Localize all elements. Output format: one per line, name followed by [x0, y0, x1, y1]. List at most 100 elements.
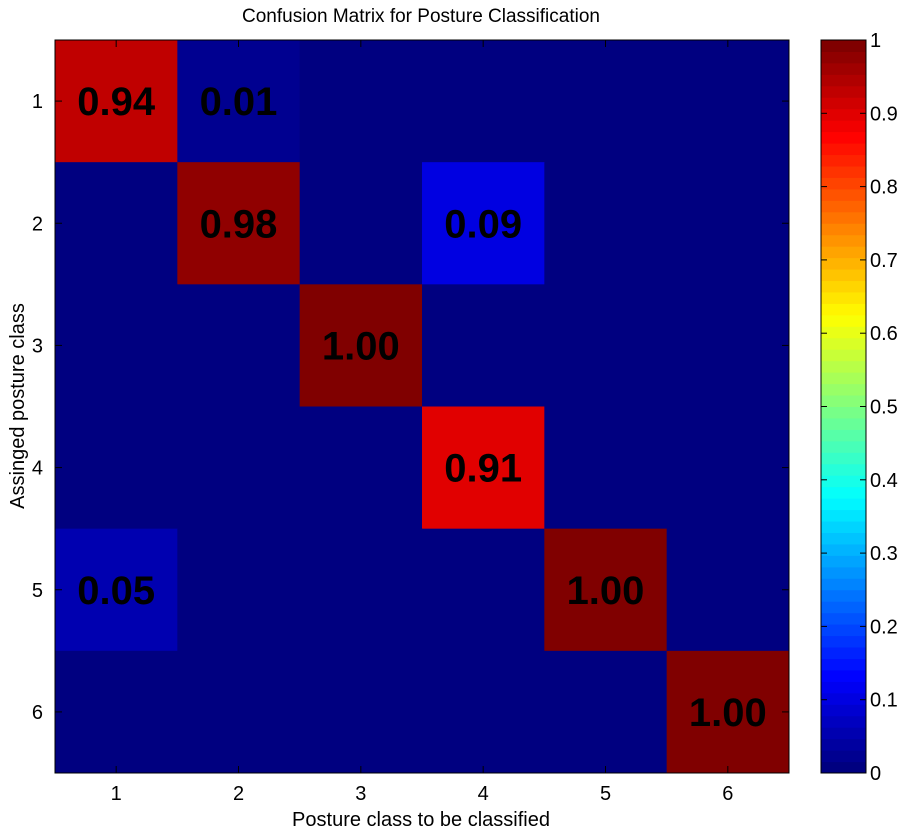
colorbar-segment	[821, 395, 866, 407]
colorbar-segment	[821, 97, 866, 110]
colorbar-segment	[821, 257, 866, 270]
colorbar-segment	[821, 40, 866, 52]
heatmap-cell	[666, 284, 790, 407]
colorbar-tick-label: 0.5	[870, 397, 898, 419]
x-tick-label: 3	[355, 783, 366, 805]
colorbar-segment	[821, 578, 866, 591]
heatmap-cell	[544, 650, 668, 774]
colorbar-segment	[821, 692, 866, 705]
colorbar-segment	[821, 269, 866, 282]
colorbar-segment	[821, 612, 866, 625]
cell-value-label: 1.00	[567, 569, 645, 613]
colorbar-ticks: 0 0.1 0.2 0.3 0.4 0.5 0.6 0.7 0.8 0.9 1	[821, 30, 898, 785]
colorbar-segment	[821, 85, 866, 98]
heatmap-cell	[55, 650, 178, 774]
colorbar-segment	[821, 498, 866, 511]
colorbar-tick-label: 0	[870, 763, 881, 785]
heatmap-cell-labels: 0.94 0.01 0.98 0.09 1.00 0.91 0.05 1.00 1.00	[77, 80, 767, 735]
colorbar-segment	[821, 143, 866, 156]
cell-value-label: 1.00	[689, 691, 767, 735]
colorbar-segment	[821, 234, 866, 247]
colorbar-segment	[821, 624, 866, 637]
colorbar-segment	[821, 223, 866, 236]
colorbar-segment	[821, 154, 866, 167]
colorbar-segment	[821, 326, 866, 339]
heatmap-cell	[55, 284, 178, 407]
cell-value-label: 0.05	[77, 569, 155, 613]
y-tick-label: 3	[32, 335, 43, 357]
heatmap-cell	[666, 528, 790, 652]
heatmap-cell	[544, 528, 668, 652]
heatmap-cell	[177, 406, 301, 530]
cell-value-label: 0.94	[77, 80, 156, 124]
colorbar-segment	[821, 360, 866, 373]
colorbar-segment	[821, 543, 866, 556]
colorbar-segment	[821, 177, 866, 190]
heatmap-cell	[177, 528, 301, 652]
y-tick-label: 4	[32, 458, 43, 480]
heatmap-cell	[422, 406, 545, 530]
heatmap-cell	[422, 284, 545, 407]
colorbar-segment	[821, 727, 866, 740]
x-tick-label: 5	[600, 783, 611, 805]
heatmap-cell	[177, 40, 301, 163]
colorbar-segment	[821, 108, 866, 121]
colorbar-segment	[821, 120, 866, 133]
colorbar-segment	[821, 486, 866, 499]
heatmap-cell	[177, 650, 301, 774]
colorbar-segment	[821, 74, 866, 87]
cell-value-label: 0.09	[444, 202, 522, 246]
colorbar-tick-label: 0.1	[870, 690, 898, 712]
cell-value-label: 0.98	[200, 202, 278, 246]
colorbar-tick-label: 0.4	[870, 470, 898, 492]
colorbar-segment	[821, 291, 866, 304]
x-tick-label: 6	[722, 783, 733, 805]
colorbar-segment	[821, 532, 866, 545]
heatmap-cell	[544, 406, 668, 530]
x-tick-label: 1	[111, 783, 122, 805]
heatmap-cell	[177, 162, 301, 285]
chart-title: Confusion Matrix for Posture Classificat…	[242, 6, 600, 27]
heatmap-cell	[55, 162, 178, 285]
y-tick-label: 2	[32, 213, 43, 235]
colorbar-segment	[821, 429, 866, 442]
heatmap-cell	[422, 40, 545, 163]
colorbar-segment	[821, 704, 866, 717]
heatmap-cell	[544, 162, 668, 285]
heatmap-cell	[299, 528, 423, 652]
cell-value-label: 1.00	[322, 324, 400, 368]
heatmap-cell	[666, 40, 790, 163]
heatmap-cell	[299, 406, 423, 530]
heatmap-cell	[666, 162, 790, 285]
cell-value-label: 0.91	[444, 447, 522, 491]
colorbar-segment	[821, 417, 866, 430]
y-tick-label: 6	[32, 702, 43, 724]
plot-frame	[54, 39, 790, 774]
heatmap-cell	[55, 528, 178, 652]
heatmap-cell	[55, 40, 178, 163]
heatmap-cell	[299, 650, 423, 774]
colorbar-segment	[821, 463, 866, 476]
heatmap-cell	[422, 162, 545, 285]
colorbar	[821, 40, 866, 774]
heatmap-cell	[299, 40, 423, 163]
colorbar-tick-label: 0.6	[870, 323, 898, 345]
colorbar-segment	[821, 635, 866, 648]
colorbar-segment	[821, 658, 866, 671]
colorbar-tick-label: 0.2	[870, 616, 898, 638]
colorbar-segment	[821, 200, 866, 213]
colorbar-segment	[821, 62, 866, 75]
heatmap-cell	[422, 528, 545, 652]
colorbar-tick-label: 0.7	[870, 250, 898, 272]
x-tick-label: 4	[478, 783, 489, 805]
colorbar-segment	[821, 555, 866, 568]
colorbar-segment	[821, 750, 866, 763]
colorbar-segment	[821, 314, 866, 327]
heatmap-cell	[544, 284, 668, 407]
heatmap-cell	[422, 650, 545, 774]
colorbar-segment	[821, 738, 866, 751]
heatmap-cell	[299, 284, 423, 407]
colorbar-segment	[821, 303, 866, 316]
colorbar-segment	[821, 452, 866, 465]
